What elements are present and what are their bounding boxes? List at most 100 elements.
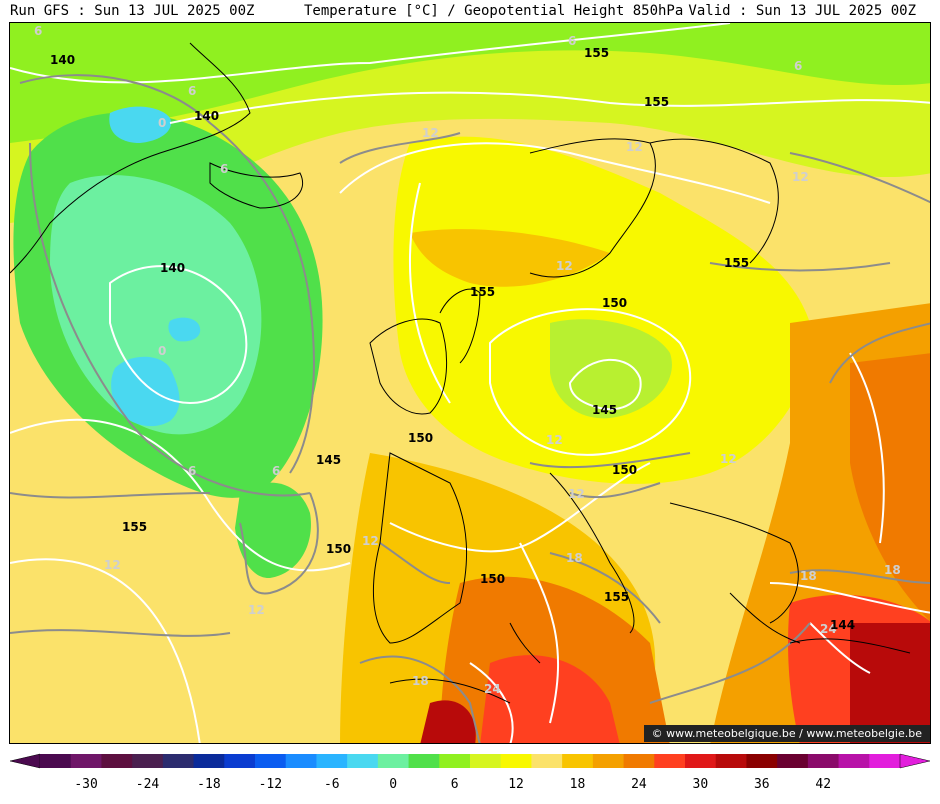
height-label: 155 [604,590,629,604]
legend-swatch [470,754,502,768]
isotherm-label: 6 [272,464,280,478]
isotherm-label: 6 [568,34,576,48]
legend-tick-label: 36 [754,777,770,792]
height-label: 155 [584,46,609,60]
height-labels: 140 140 140 145 155 155 155 140 155 150 … [50,46,855,632]
legend-swatch [408,754,440,768]
isotherm-contours [10,74,930,743]
legend-swatch [869,754,901,768]
isotherm-label: 12 [104,558,121,572]
legend-swatch [377,754,410,768]
isotherm-label: 6 [188,464,196,478]
isotherm-label: 0 [158,344,166,358]
legend-swatch [285,754,317,768]
legend-tick-label: 18 [570,777,586,792]
isotherm-label: 6 [794,59,802,73]
atlantic-low-cyan [50,175,262,435]
run-info: Run GFS : Sun 13 JUL 2025 00Z [10,3,255,19]
legend-swatch [224,754,256,768]
legend-tick-label: -12 [259,777,282,792]
extreme-heat-africa [420,700,476,743]
cold-pocket-3 [109,106,171,143]
valid-time: Valid : Sun 13 JUL 2025 00Z [688,3,916,19]
isotherm-label: 12 [422,126,439,140]
isotherm-labels: 6 6 6 6 0 0 6 6 6 12 12 12 12 12 12 12 1… [34,24,901,696]
isotherm-label: 12 [556,259,573,273]
height-label: 150 [408,431,433,445]
hot-zone-east [850,353,930,621]
height-label: 140 [50,53,75,67]
isotherm-label: 12 [792,170,809,184]
cool-pocket [550,319,672,419]
isotherm-label: 18 [884,563,901,577]
isotherm-label: 12 [720,452,737,466]
legend-swatch [592,754,625,768]
green-band [10,23,930,143]
legend-swatch [193,754,225,768]
isotherm-label: 12 [546,433,563,447]
height-label: 144 [830,618,855,632]
legend-swatch [162,754,195,768]
isotherm-label: 6 [188,84,196,98]
height-label: 150 [480,572,505,586]
legend-tick-label: -30 [74,777,97,792]
legend-swatch [838,754,870,768]
legend-tick-label: 24 [631,777,647,792]
legend-swatch [715,754,747,768]
legend-tick-label: 0 [389,777,397,792]
legend-swatch [347,754,379,768]
isotherm-label: 12 [626,140,643,154]
legend-tick-label: -6 [324,777,340,792]
legend-swatch [654,754,686,768]
isotherm-label: 0 [158,116,166,130]
legend-tick-label: 12 [508,777,524,792]
isotherm-label: 6 [220,162,228,176]
height-label: 140 [194,109,219,123]
legend-swatch [255,754,287,768]
legend-swatch [777,754,809,768]
height-label: 155 [470,285,495,299]
legend-swatch [101,754,133,768]
height-label: 155 [724,256,749,270]
cold-pocket-2 [168,317,201,342]
height-label: 145 [316,453,341,467]
coastlines [10,42,911,704]
isotherm-label: 6 [34,24,42,38]
height-contours [10,23,930,743]
legend-tick-label: -24 [136,777,160,792]
green-tongue [235,482,311,579]
legend-swatch [623,754,655,768]
isotherm-label: 18 [412,674,429,688]
isotherm-label: 12 [248,603,265,617]
isotherm-label: 12 [362,534,379,548]
height-label: 140 [160,261,185,275]
very-hot-africa [480,655,620,743]
credit-banner[interactable]: © www.meteobelgique.be / www.meteobelgie… [643,725,930,742]
legend-tick-label: 42 [815,777,831,792]
legend-swatch [70,754,102,768]
cold-pocket [111,356,180,427]
legend-swatch [439,754,471,768]
isotherm-label: 18 [566,551,583,565]
isotherm-label: 18 [800,569,817,583]
color-scale: -30 -24 -18 -12 -6 0 6 12 18 24 30 36 42 [9,753,931,792]
legend-swatch [807,754,840,768]
legend-swatch [132,754,164,768]
height-label: 150 [612,463,637,477]
legend-arrow-high [899,753,931,769]
color-legend: -30 -24 -18 -12 -6 0 6 12 18 24 30 36 42 [0,748,940,800]
height-label: 150 [326,542,351,556]
legend-arrow-low [9,753,41,769]
legend-swatch [500,754,532,768]
legend-swatch [316,754,348,768]
height-label: 150 [602,296,627,310]
height-label: 145 [592,403,617,417]
legend-swatch [562,754,594,768]
legend-tick-label: 30 [693,777,709,792]
isotherm-label: 24 [484,682,501,696]
legend-swatch [685,754,717,768]
orange-zone-north [410,229,610,287]
legend-swatch [40,754,72,768]
isotherm-label: 24 [820,622,837,636]
map-header: Run GFS : Sun 13 JUL 2025 00Z Temperatur… [0,0,940,22]
